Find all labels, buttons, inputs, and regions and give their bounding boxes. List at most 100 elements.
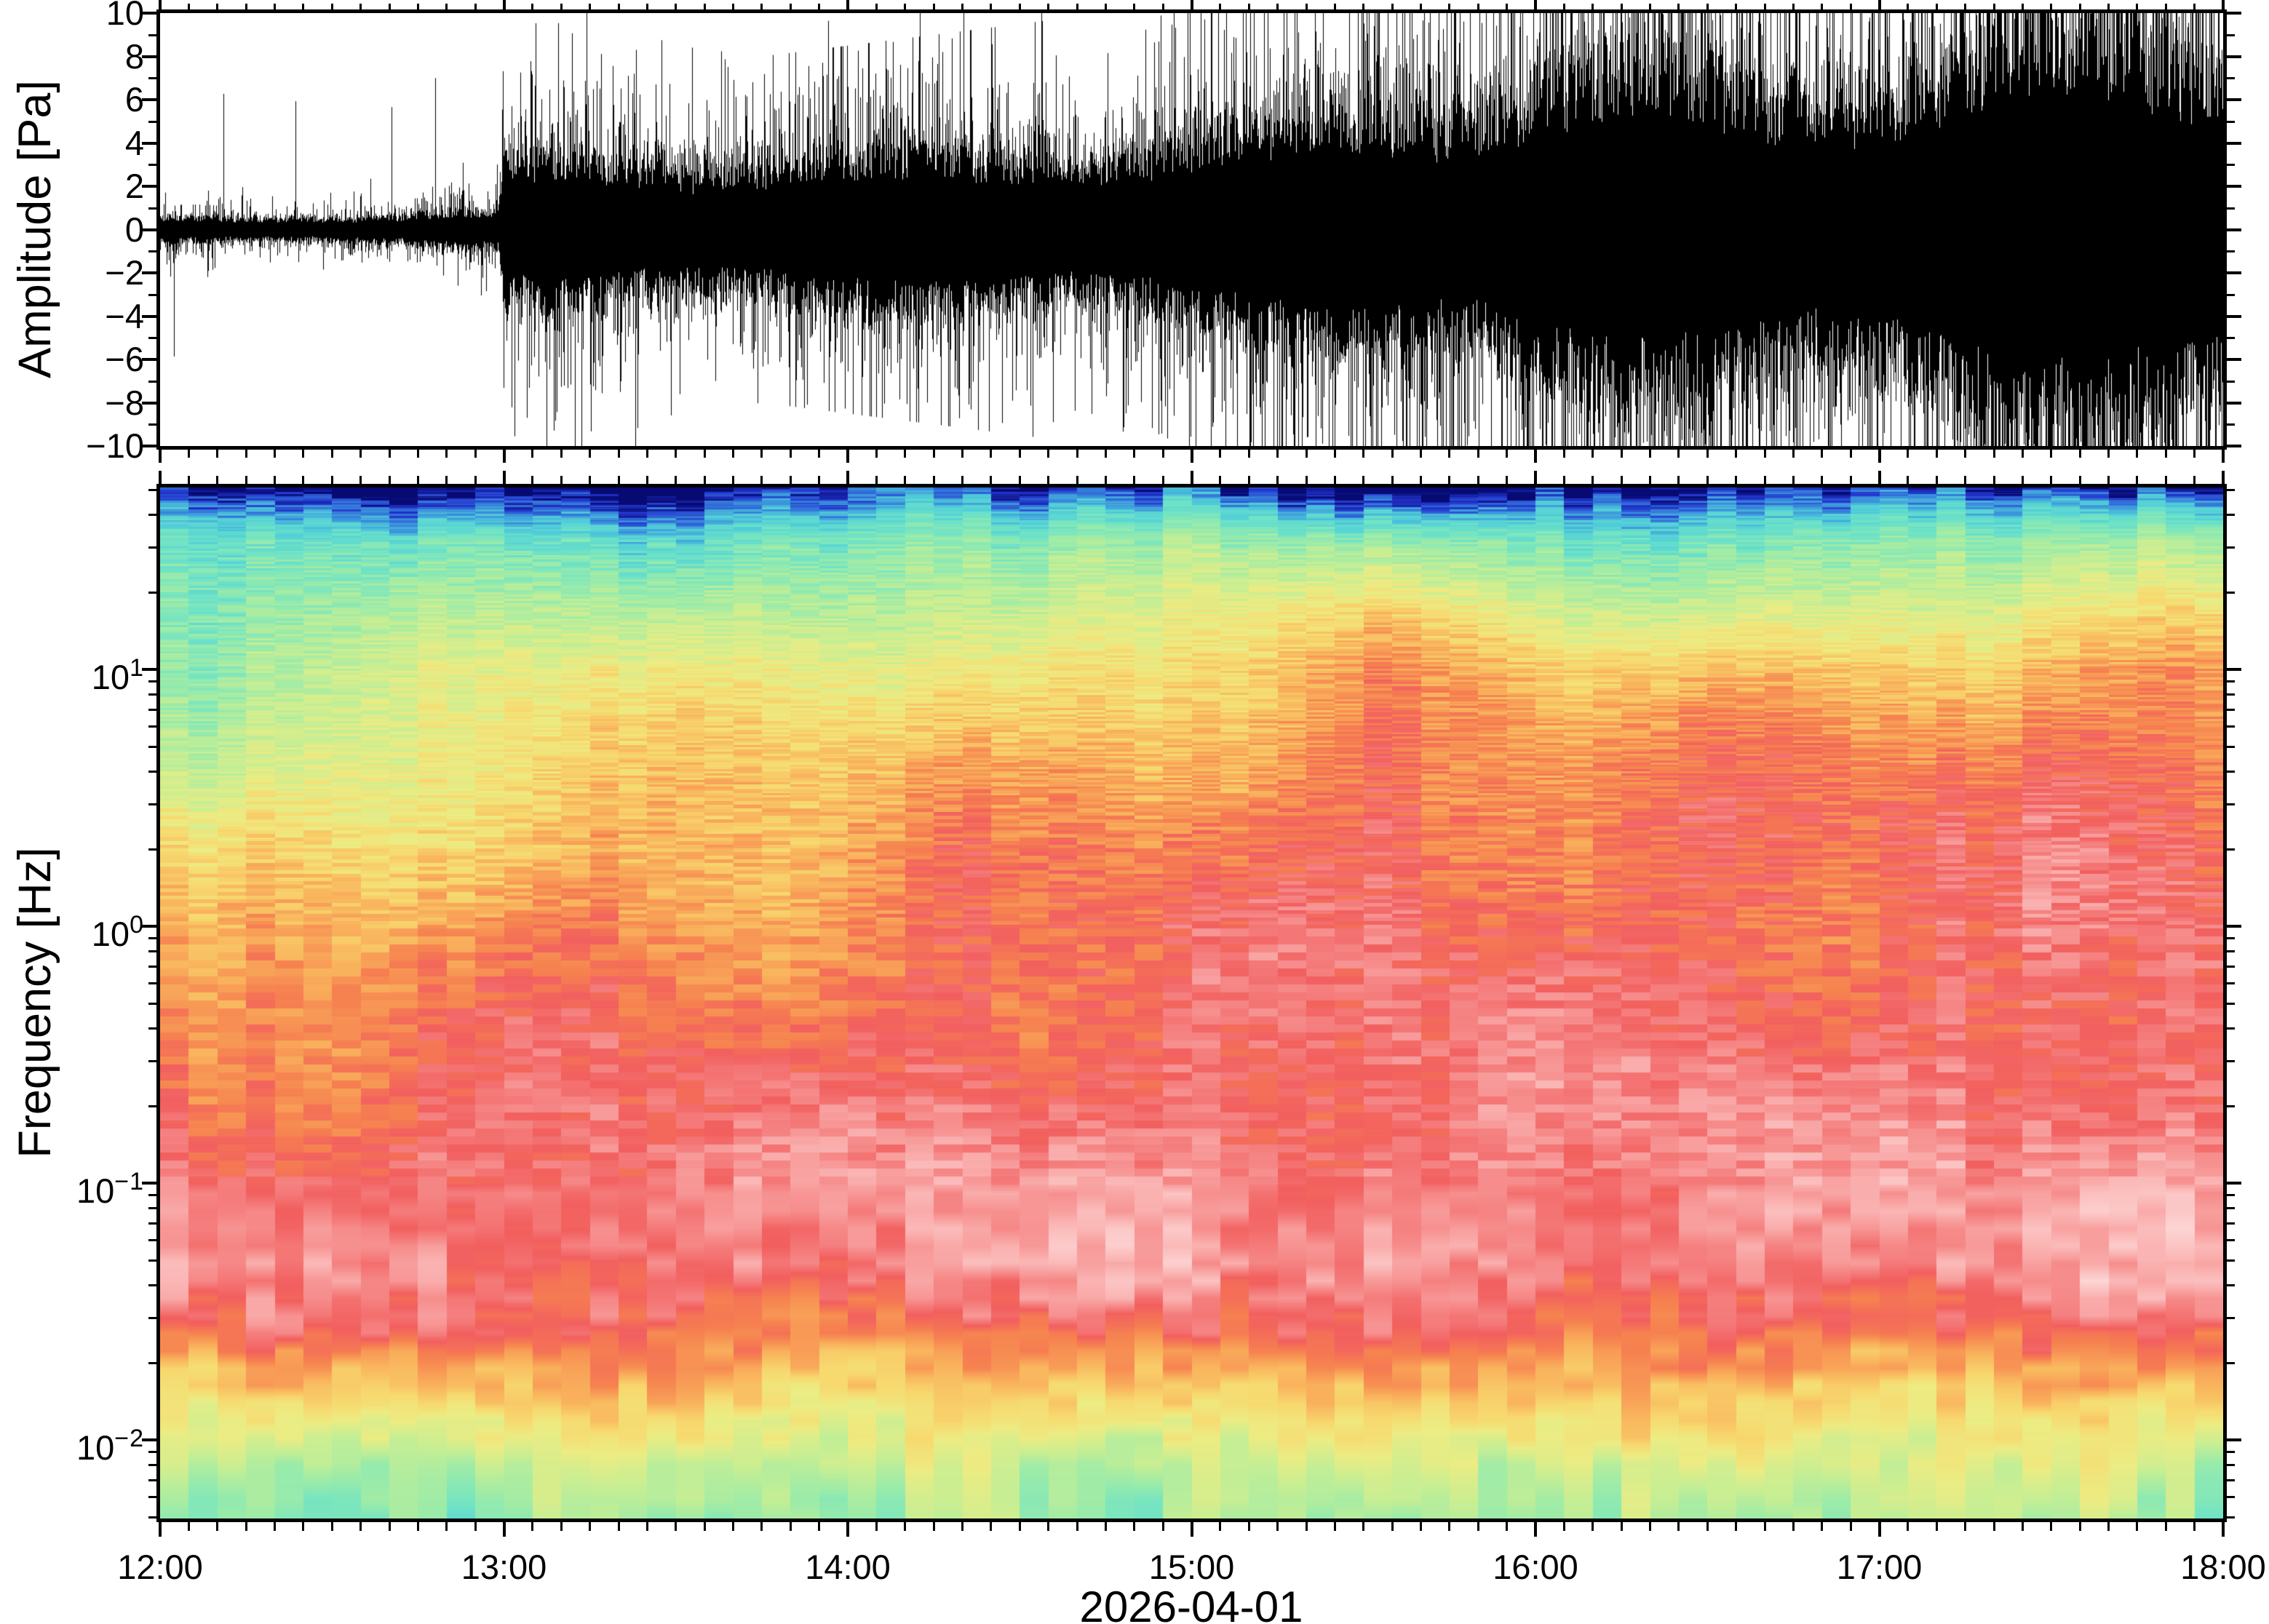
- tick-mark: [148, 1495, 156, 1498]
- tick-mark: [790, 1522, 792, 1531]
- waveform-frame: [156, 9, 2227, 450]
- tick-mark: [704, 476, 706, 484]
- tick-mark: [1764, 4, 1766, 11]
- tick-mark: [1936, 1522, 1938, 1531]
- tick-mark: [1076, 476, 1078, 484]
- tick-mark: [560, 476, 563, 484]
- tick-mark: [1850, 476, 1852, 484]
- tick-mark: [1592, 1522, 1594, 1531]
- amplitude-tick-label: 8: [124, 37, 144, 76]
- tick-mark: [1964, 476, 1966, 484]
- tick-mark: [1334, 476, 1336, 484]
- tick-mark: [245, 450, 247, 458]
- tick-mark: [1878, 1522, 1881, 1537]
- tick-mark: [2022, 476, 2024, 484]
- tick-mark: [331, 450, 333, 458]
- tick-mark: [1563, 450, 1565, 458]
- tick-mark: [904, 4, 906, 11]
- tick-mark: [2227, 513, 2235, 516]
- tick-mark: [148, 680, 156, 682]
- tick-mark: [1191, 450, 1193, 463]
- tick-mark: [1964, 450, 1966, 458]
- tick-mark: [1649, 476, 1651, 484]
- tick-mark: [274, 476, 276, 484]
- tick-mark: [2136, 476, 2138, 484]
- tick-mark: [142, 271, 156, 274]
- tick-mark: [148, 546, 156, 549]
- tick-mark: [2227, 1361, 2235, 1364]
- tick-mark: [359, 4, 362, 11]
- tick-mark: [1792, 450, 1795, 458]
- tick-mark: [148, 1002, 156, 1005]
- tick-mark: [148, 1206, 156, 1209]
- tick-mark: [961, 450, 963, 458]
- tick-mark: [1133, 450, 1135, 458]
- tick-mark: [1850, 450, 1852, 458]
- tick-mark: [2227, 1478, 2235, 1481]
- tick-mark: [159, 471, 162, 484]
- tick-mark: [142, 925, 156, 928]
- tick-mark: [216, 476, 218, 484]
- tick-mark: [1993, 476, 1995, 484]
- tick-mark: [417, 476, 419, 484]
- tick-mark: [148, 207, 156, 210]
- tick-mark: [302, 1522, 304, 1531]
- tick-mark: [2227, 936, 2235, 939]
- tick-mark: [389, 4, 391, 11]
- tick-mark: [1936, 450, 1938, 458]
- tick-mark: [589, 1522, 591, 1531]
- tick-mark: [1563, 476, 1565, 484]
- tick-mark: [2193, 4, 2196, 11]
- tick-mark: [2227, 1316, 2235, 1319]
- tick-mark: [675, 450, 677, 458]
- tick-mark: [1362, 476, 1364, 484]
- tick-mark: [933, 476, 935, 484]
- tick-mark: [1019, 476, 1021, 484]
- tick-mark: [1735, 476, 1737, 484]
- tick-mark: [933, 1522, 935, 1531]
- tick-mark: [245, 1522, 247, 1531]
- tick-mark: [2165, 1522, 2167, 1531]
- tick-mark: [445, 476, 448, 484]
- tick-mark: [1391, 4, 1394, 11]
- tick-mark: [2227, 163, 2235, 166]
- tick-mark: [1907, 4, 1909, 11]
- tick-mark: [1306, 450, 1308, 458]
- tick-mark: [331, 1522, 333, 1531]
- tick-mark: [531, 476, 533, 484]
- tick-mark: [1735, 1522, 1737, 1531]
- tick-mark: [274, 450, 276, 458]
- tick-mark: [875, 4, 878, 11]
- tick-mark: [2193, 476, 2196, 484]
- tick-mark: [2107, 476, 2110, 484]
- tick-mark: [904, 1522, 906, 1531]
- tick-mark: [1534, 450, 1537, 463]
- tick-mark: [389, 476, 391, 484]
- tick-mark: [2227, 1193, 2235, 1196]
- tick-mark: [1764, 450, 1766, 458]
- frequency-tick-label: 100: [91, 911, 144, 953]
- tick-mark: [302, 450, 304, 458]
- tick-mark: [618, 1522, 620, 1531]
- tick-mark: [2136, 1522, 2138, 1531]
- date-axis-label: 2026-04-01: [1079, 1583, 1303, 1624]
- time-tick-label: 16:00: [1493, 1548, 1578, 1586]
- tick-mark: [2227, 1002, 2235, 1005]
- tick-mark: [1677, 1522, 1680, 1531]
- tick-mark: [675, 1522, 677, 1531]
- amplitude-tick-label: 4: [124, 124, 144, 162]
- tick-mark: [2227, 76, 2235, 79]
- amplitude-tick-label: 10: [106, 0, 144, 32]
- tick-mark: [1306, 4, 1308, 11]
- tick-mark: [1334, 450, 1336, 458]
- tick-mark: [846, 450, 849, 463]
- tick-mark: [2227, 402, 2241, 405]
- tick-mark: [704, 450, 706, 458]
- tick-mark: [1677, 450, 1680, 458]
- tick-mark: [961, 1522, 963, 1531]
- tick-mark: [589, 476, 591, 484]
- tick-mark: [2227, 336, 2235, 339]
- tick-mark: [618, 450, 620, 458]
- tick-mark: [1821, 450, 1823, 458]
- tick-mark: [2107, 450, 2110, 458]
